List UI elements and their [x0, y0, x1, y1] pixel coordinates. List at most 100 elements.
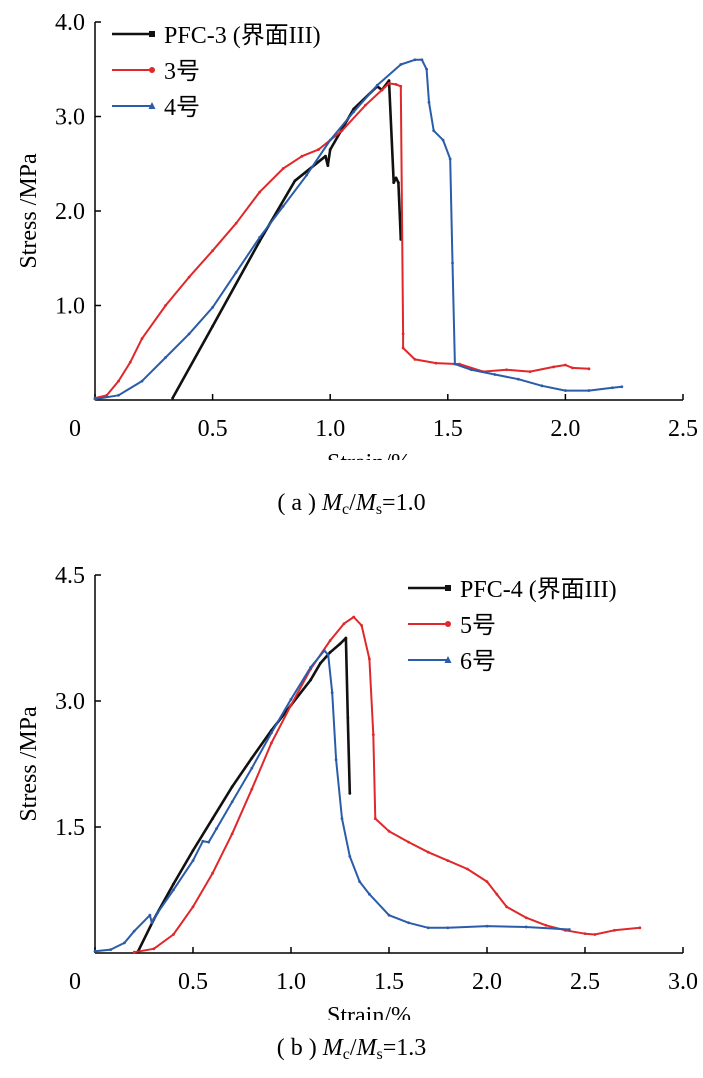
chart-a-data-point [453, 362, 457, 366]
caption-b-m1: M [322, 1035, 343, 1061]
chart-b-legend-marker [445, 621, 451, 627]
chart-b-series-2 [132, 615, 642, 954]
chart-a-data-point [305, 173, 309, 177]
chart-b-data-point [583, 932, 587, 936]
chart-b-data-point [201, 839, 205, 843]
chart-a-y-tick-label: 1.0 [55, 294, 85, 320]
chart-a-data-point [105, 393, 109, 397]
caption-b-sub1: c [342, 1046, 350, 1063]
chart-a-data-point [140, 337, 144, 340]
chart-a-legend-marker [149, 67, 155, 73]
chart-a-data-point [293, 179, 297, 183]
chart-b-y-tick-label: 1.5 [55, 815, 85, 841]
chart-a-data-point [234, 221, 238, 225]
chart-a-data-point [211, 305, 215, 309]
chart-a-data-point [380, 88, 384, 92]
chart-a-x-tick-label: 2.5 [668, 416, 698, 442]
chart-a-data-point [587, 389, 591, 392]
chart-b-data-point [426, 850, 430, 854]
chart-a-data-point [258, 236, 262, 239]
chart-a-data-point [340, 129, 344, 133]
chart-a-data-point [448, 157, 452, 161]
chart-a-legend-entry-3: 4号 [112, 95, 200, 121]
chart-a-data-point [540, 384, 544, 388]
chart-b-data-point [148, 913, 152, 917]
chart-a-data-point [281, 204, 285, 208]
chart-b-data-point [191, 849, 195, 852]
chart-b-data-point [567, 928, 571, 931]
caption-b-suffix: =1.3 [382, 1035, 427, 1061]
caption-b-slash: / [349, 1035, 357, 1061]
chart-a-data-point [587, 367, 591, 371]
chart-a-legend-entry-1: PFC-3 (界面III) [112, 23, 321, 49]
chart-b-data-point [340, 817, 344, 820]
chart-a-data-point [187, 275, 191, 279]
chart-b-legend-label: PFC-4 (界面III) [460, 577, 617, 603]
chart-b-data-point [387, 913, 391, 917]
chart-b-series-line [94, 649, 570, 953]
chart-b-data-point [172, 882, 175, 886]
chart-a-data-point [564, 389, 567, 392]
chart-b-legend-label: 6号 [460, 649, 496, 675]
chart-b-data-point [485, 880, 489, 883]
caption-a-prefix: ( a ) [277, 490, 323, 516]
chart-a-x-tick-label: 2.0 [550, 416, 580, 442]
chart-a-x-axis-label: Strain/% [327, 450, 411, 460]
chart-a-data-point [281, 167, 285, 170]
chart-b-data-point [328, 639, 332, 642]
chart-a-y-tick-label: 3.0 [55, 105, 85, 131]
chart-a-x-tick-label: 1.0 [315, 416, 345, 442]
chart-a-data-point [552, 365, 556, 369]
chart-a-data-point [352, 110, 356, 114]
chart-a-data-point [328, 148, 332, 151]
caption-a-m2: M [355, 490, 376, 516]
chart-b-data-point [485, 924, 489, 928]
chart-b-legend-entry-2: 5号 [408, 613, 496, 639]
chart-b-data-point [328, 650, 332, 654]
chart-a-data-point [528, 370, 532, 374]
chart-b-data-point [211, 871, 215, 875]
chart-b-data-point [446, 926, 450, 930]
chart-b-data-point [407, 840, 410, 844]
chart-a-data-point [375, 83, 379, 87]
chart-a-data-point [399, 63, 403, 66]
chart-b-data-point [191, 905, 195, 909]
chart-b-data-point [191, 859, 195, 862]
caption-b: ( b ) Mc/Ms=1.3 [0, 1035, 703, 1064]
chart-a-data-point [451, 261, 454, 265]
chart-b-series-1 [136, 636, 352, 953]
chart-a-data-point [469, 368, 473, 372]
chart-a-data-point [394, 82, 398, 86]
chart-a-data-point [328, 138, 332, 142]
chart-a-data-point [326, 164, 330, 168]
chart-b-data-point [344, 636, 348, 640]
chart-b-legend-marker [444, 656, 452, 663]
chart-a-data-point [387, 82, 391, 85]
chart-a-data-point [571, 366, 574, 370]
chart-b-data-point [230, 800, 234, 804]
chart-b-data-point [334, 758, 338, 762]
chart-b-x-tick-label: 1.0 [276, 969, 306, 995]
chart-b-data-point [371, 733, 375, 736]
chart-a-data-point [401, 332, 405, 336]
chart-a-y-tick-label: 2.0 [55, 199, 85, 225]
chart-b-data-point [426, 926, 430, 930]
chart-a-data-point [140, 379, 144, 383]
chart-b-data-point [132, 929, 136, 933]
chart-b-data-point [593, 933, 597, 936]
chart-b-data-point [330, 691, 334, 694]
chart-a-data-point [394, 176, 398, 180]
chart-b-x-tick-label: 0 [69, 969, 81, 995]
chart-a-y-axis-label: Stress /MPa [16, 153, 42, 269]
chart-a-data-point [164, 356, 167, 359]
chart-b-data-point [211, 817, 215, 820]
chart-b-data-point [93, 949, 97, 953]
chart-a-y-tick-label: 4.0 [55, 10, 85, 36]
chart-b-data-point [123, 941, 126, 945]
caption-b-m2: M [356, 1035, 377, 1061]
chart-b-data-point [289, 697, 293, 701]
chart-a-legend-marker [148, 102, 156, 109]
chart-b-data-point [309, 678, 312, 682]
chart-b-x-tick-label: 0.5 [178, 969, 208, 995]
chart-b-data-point [342, 622, 346, 626]
